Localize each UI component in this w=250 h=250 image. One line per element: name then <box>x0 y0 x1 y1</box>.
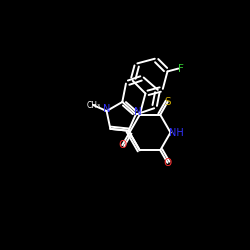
Text: N: N <box>103 104 110 114</box>
Text: F: F <box>178 64 184 74</box>
Text: O: O <box>118 140 126 150</box>
Text: CH₃: CH₃ <box>86 101 101 110</box>
Text: N: N <box>134 107 141 117</box>
Text: S: S <box>164 97 171 107</box>
Text: O: O <box>164 158 172 168</box>
Text: NH: NH <box>168 128 184 138</box>
